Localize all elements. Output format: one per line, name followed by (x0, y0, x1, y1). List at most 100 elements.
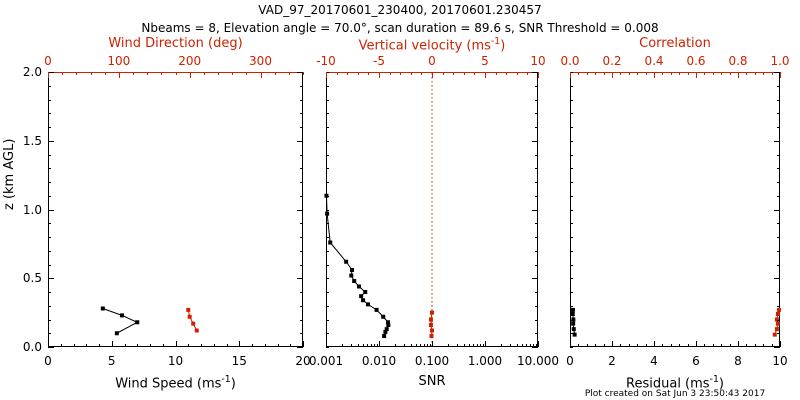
x-top-minor-tick (738, 72, 739, 75)
y-tick-label: 2.0 (22, 65, 42, 79)
y-minor-tick (777, 85, 780, 87)
x-top-minor-tick (379, 72, 380, 75)
x-top-major-tick (570, 72, 571, 78)
x-top-minor-tick (485, 72, 486, 75)
y-minor-tick (326, 127, 329, 128)
x-minor-tick (252, 344, 253, 347)
y-minor-tick (570, 140, 573, 142)
y-major-tick (774, 72, 780, 73)
x-top-minor-tick (432, 72, 433, 75)
x-minor-tick (763, 344, 765, 347)
x-top-minor-tick (453, 72, 455, 75)
x-minor-tick (111, 344, 113, 347)
y-minor-tick (48, 127, 51, 128)
x-minor-tick (213, 344, 215, 347)
x-top-minor-tick (474, 72, 476, 75)
plot-credit: Plot created on Sat Jun 3 23:50:43 2017 (584, 389, 766, 399)
y-minor-tick (777, 250, 780, 252)
y-minor-tick (326, 278, 329, 280)
x-minor-tick (264, 344, 266, 347)
x-top-tick-label: 5 (481, 54, 489, 68)
y-major-tick (774, 209, 780, 211)
y-major-tick (532, 278, 538, 280)
y-minor-tick (300, 292, 303, 293)
x-top-minor-tick (463, 72, 465, 75)
x-tick-label: 20 (295, 354, 311, 368)
x-top-tick-label: 300 (249, 54, 272, 68)
x-minor-tick (473, 344, 475, 347)
x-top-major-tick (260, 72, 262, 78)
y-minor-tick (570, 72, 573, 73)
x-top-minor-tick (368, 72, 370, 75)
y-minor-tick (777, 223, 780, 225)
x-major-tick (485, 341, 486, 347)
x-top-minor-tick (48, 72, 49, 75)
x-top-minor-tick (746, 72, 748, 75)
x-minor-tick (60, 344, 62, 347)
x-top-major-tick (738, 72, 739, 78)
x-minor-tick (162, 344, 164, 347)
x-top-tick-label: 0 (44, 54, 52, 68)
y-minor-tick (48, 223, 51, 225)
y-minor-tick (535, 113, 538, 115)
x-minor-tick (620, 344, 622, 347)
x-top-minor-tick (612, 72, 613, 75)
x-minor-tick (516, 344, 518, 347)
x-minor-tick (687, 344, 689, 347)
y-tick-label: 1.0 (22, 202, 42, 217)
x-top-major-tick (654, 72, 655, 78)
x-tick-label: 10 (772, 354, 788, 368)
x-minor-tick (290, 344, 292, 347)
y-minor-tick (570, 113, 573, 115)
y-minor-tick (570, 250, 573, 252)
x-top-axis-title: Vertical velocity (ms-1) (358, 36, 506, 54)
x-tick-label: 0.001 (308, 354, 344, 368)
x-minor-tick (696, 344, 697, 347)
x-minor-tick (463, 344, 465, 347)
x-minor-tick (535, 344, 537, 347)
x-top-minor-tick (578, 72, 580, 75)
x-top-minor-tick (754, 72, 756, 75)
x-minor-tick (150, 344, 151, 347)
y-minor-tick (326, 182, 329, 183)
y-minor-tick (48, 305, 51, 307)
y-minor-tick (48, 250, 51, 252)
y-minor-tick (777, 113, 780, 115)
x-tick-label: 10 (167, 354, 184, 368)
x-top-tick-label: 0 (428, 54, 436, 68)
x-top-minor-tick (357, 72, 359, 75)
x-axis-title: Residual (ms-1) (626, 374, 724, 392)
y-minor-tick (300, 99, 303, 101)
x-minor-tick (363, 344, 365, 347)
y-minor-tick (326, 99, 329, 101)
x-tick-label: 4 (650, 354, 658, 368)
x-minor-tick (341, 344, 343, 347)
x-major-tick (326, 341, 327, 347)
y-minor-tick (777, 182, 780, 183)
y-major-tick (48, 140, 54, 142)
y-minor-tick (48, 154, 51, 156)
x-tick-label: 0.010 (361, 354, 397, 368)
y-major-tick (532, 140, 538, 142)
x-top-minor-tick (246, 72, 248, 75)
x-minor-tick (476, 344, 478, 347)
x-top-minor-tick (696, 72, 697, 75)
y-minor-tick (300, 195, 303, 197)
y-minor-tick (535, 127, 538, 128)
y-minor-tick (570, 195, 573, 197)
x-minor-tick (522, 344, 524, 347)
x-top-major-tick (326, 72, 327, 78)
x-top-minor-tick (303, 72, 304, 75)
x-top-major-tick (48, 72, 49, 78)
x-minor-tick (447, 344, 449, 347)
y-minor-tick (326, 140, 329, 142)
x-top-minor-tick (637, 72, 639, 75)
x-top-minor-tick (288, 72, 290, 75)
x-major-tick (379, 341, 380, 347)
y-minor-tick (570, 333, 573, 335)
y-tick-label: 0.5 (22, 271, 42, 286)
x-top-minor-tick (104, 72, 106, 75)
x-minor-tick (595, 344, 597, 347)
x-tick-label: 0 (44, 354, 52, 368)
x-minor-tick (570, 344, 571, 347)
